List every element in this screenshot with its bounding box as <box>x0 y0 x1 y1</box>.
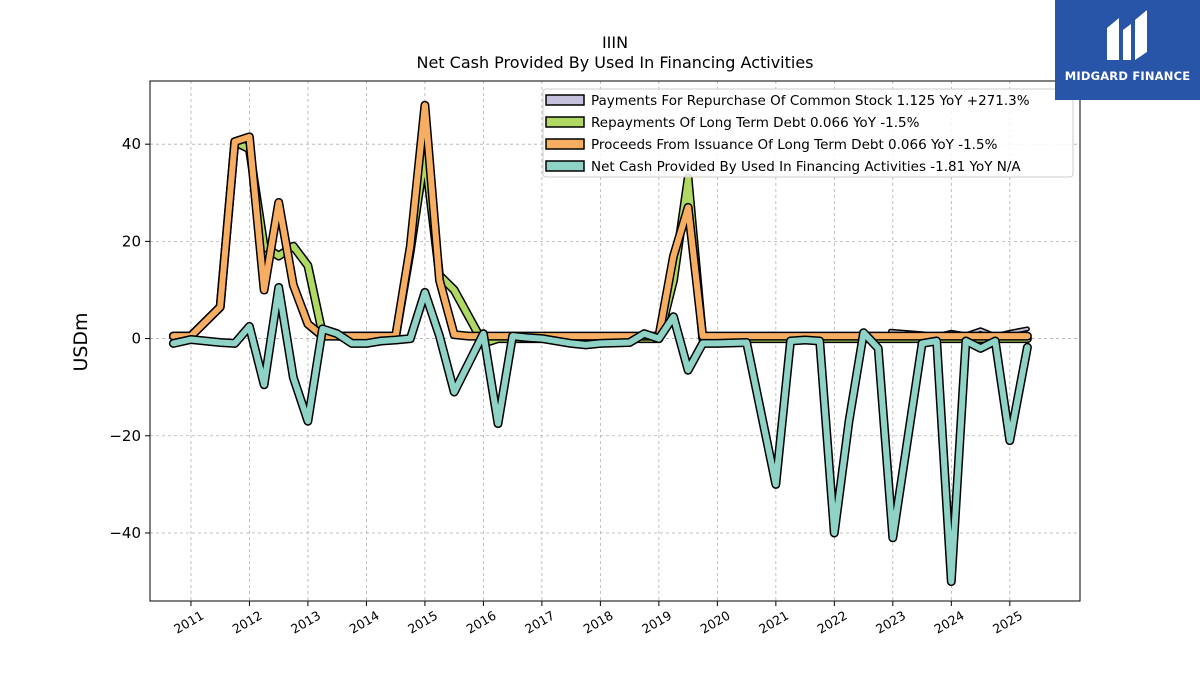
x-tick-label: 2013 <box>288 608 323 637</box>
legend-swatch <box>545 94 585 106</box>
legend-entry: Proceeds From Issuance Of Long Term Debt… <box>591 137 998 153</box>
chart-subtitle: Net Cash Provided By Used In Financing A… <box>416 53 813 72</box>
legend-swatch <box>545 160 585 172</box>
x-tick-label: 2024 <box>932 608 967 637</box>
y-tick-label: −20 <box>109 427 141 445</box>
legend-entry: Repayments Of Long Term Debt 0.066 YoY -… <box>591 115 920 131</box>
x-tick-label: 2020 <box>698 608 733 637</box>
x-tick-label: 2017 <box>522 608 557 637</box>
y-tick-label: 0 <box>131 330 141 348</box>
axis-ticks: 2011 2012 2013 2014 2015 2016 2017 2018 2019 2020… <box>109 135 1025 636</box>
x-tick-label: 2021 <box>756 608 791 637</box>
x-tick-label: 2014 <box>347 608 382 637</box>
series-line-net-cash-stroke <box>170 284 1031 585</box>
x-tick-label: 2015 <box>405 608 440 637</box>
series-line-net-cash <box>168 283 1032 587</box>
plot-area <box>168 100 1032 587</box>
y-axis-label: USDm <box>70 312 92 371</box>
legend-entry: Net Cash Provided By Used In Financing A… <box>591 159 1021 175</box>
legend-entry: Payments For Repurchase Of Common Stock … <box>591 93 1030 109</box>
x-tick-label: 2019 <box>639 608 674 637</box>
y-tick-label: 20 <box>122 232 141 250</box>
y-tick-label: 40 <box>122 135 141 153</box>
legend-box <box>542 88 1074 178</box>
plot-frame <box>149 80 1081 602</box>
y-tick-label: −40 <box>109 524 141 542</box>
brand-logo: MIDGARD FINANCE <box>1055 0 1200 100</box>
x-tick-label: 2011 <box>171 608 206 637</box>
legend-swatch <box>545 116 585 128</box>
x-tick-label: 2025 <box>990 608 1025 637</box>
brand-logo-icon <box>1107 10 1147 60</box>
x-tick-label: 2018 <box>581 608 616 637</box>
chart-title: IIIN <box>602 33 628 52</box>
x-tick-label: 2012 <box>230 608 265 637</box>
legend: Payments For Repurchase Of Common Stock … <box>542 88 1074 178</box>
brand-name: MIDGARD FINANCE <box>1064 69 1191 83</box>
x-tick-label: 2016 <box>464 608 499 637</box>
x-tick-label: 2023 <box>873 608 908 637</box>
x-tick-label: 2022 <box>815 608 850 637</box>
legend-swatch <box>545 138 585 150</box>
